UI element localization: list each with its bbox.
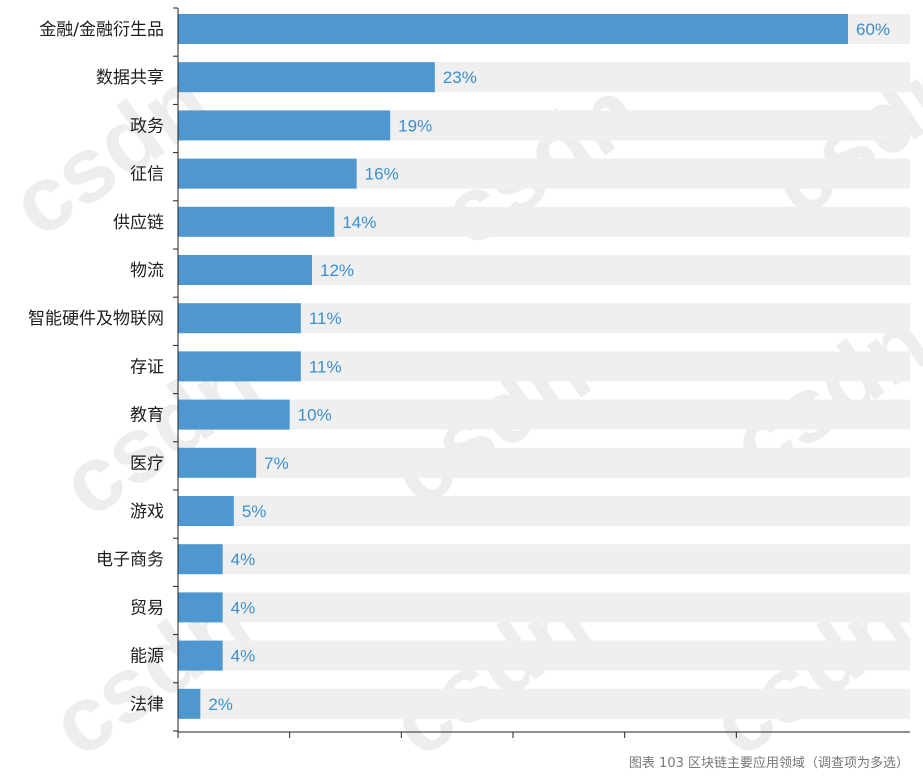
bar-track bbox=[178, 640, 910, 671]
data-label: 10% bbox=[298, 406, 332, 425]
bar bbox=[178, 496, 234, 526]
category-label: 教育 bbox=[130, 406, 164, 426]
axis-layer bbox=[173, 7, 910, 738]
bar-track bbox=[178, 544, 910, 575]
data-label: 23% bbox=[443, 68, 477, 87]
category-label: 医疗 bbox=[130, 454, 164, 474]
category-label: 电子商务 bbox=[96, 550, 164, 570]
data-label: 11% bbox=[309, 357, 342, 376]
category-label: 存证 bbox=[130, 357, 164, 377]
chart-caption: 图表 103 区块链主要应用领域（调查项为多选） bbox=[629, 755, 909, 771]
category-label: 物流 bbox=[130, 261, 164, 281]
bar bbox=[178, 399, 290, 430]
bar bbox=[178, 688, 201, 719]
bar bbox=[178, 351, 301, 382]
data-label: 60% bbox=[856, 20, 890, 39]
data-label: 11% bbox=[309, 309, 342, 328]
data-label: 4% bbox=[231, 550, 256, 569]
data-label: 19% bbox=[398, 116, 432, 135]
bar bbox=[178, 447, 257, 478]
category-label: 政务 bbox=[130, 116, 164, 136]
data-label: 5% bbox=[242, 502, 267, 521]
label-layer: 金融/金融衍生品 60% 数据共享 23% 政务 19% 征信 16% 供应链 14% 物流 12% 智… bbox=[28, 20, 890, 715]
bar-track bbox=[178, 592, 910, 623]
data-label: 14% bbox=[342, 213, 376, 232]
bar bbox=[178, 544, 223, 575]
category-label: 能源 bbox=[130, 647, 164, 667]
category-label: 智能硬件及物联网 bbox=[28, 309, 164, 329]
bar bbox=[178, 14, 848, 44]
bar bbox=[178, 640, 223, 671]
category-label: 法律 bbox=[130, 695, 164, 715]
category-label: 数据共享 bbox=[96, 68, 164, 88]
category-label: 贸易 bbox=[130, 598, 164, 618]
data-label: 4% bbox=[231, 647, 256, 666]
bar bbox=[178, 158, 357, 189]
data-label: 2% bbox=[208, 695, 233, 714]
bar-track bbox=[178, 688, 910, 719]
data-label: 7% bbox=[264, 454, 289, 473]
bar-layer bbox=[178, 14, 848, 719]
bar-track bbox=[178, 399, 910, 430]
bar bbox=[178, 62, 435, 93]
bar bbox=[178, 110, 391, 141]
bar bbox=[178, 255, 312, 285]
bar bbox=[178, 206, 335, 237]
bar-track bbox=[178, 447, 910, 478]
data-label: 4% bbox=[231, 598, 256, 617]
bar-track bbox=[178, 496, 910, 526]
category-label: 供应链 bbox=[113, 213, 164, 233]
data-label: 16% bbox=[365, 165, 399, 184]
category-label: 征信 bbox=[130, 165, 164, 185]
bar bbox=[178, 303, 301, 334]
bar bbox=[178, 592, 223, 623]
category-label: 游戏 bbox=[130, 502, 164, 522]
category-label: 金融/金融衍生品 bbox=[39, 20, 164, 40]
data-label: 12% bbox=[320, 261, 354, 280]
